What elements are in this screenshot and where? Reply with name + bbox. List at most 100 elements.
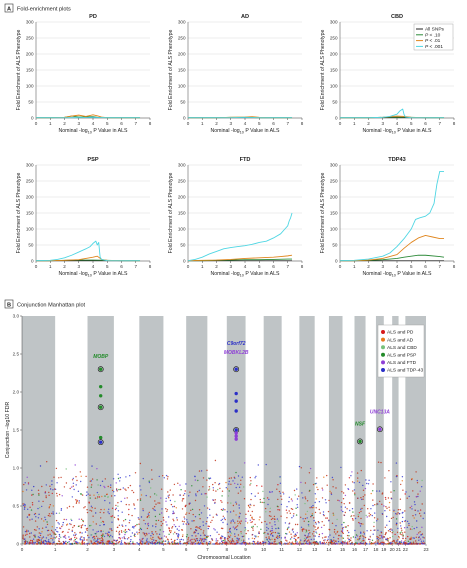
snp-point — [338, 500, 340, 502]
snp-point — [100, 517, 102, 519]
snp-point — [166, 478, 169, 480]
snp-point — [194, 539, 197, 541]
snp-point — [179, 543, 181, 545]
snp-point — [411, 525, 413, 528]
snp-point — [45, 495, 47, 497]
snp-point — [53, 476, 55, 478]
snp-point — [258, 531, 260, 533]
snp-point — [191, 538, 193, 541]
snp-point — [348, 539, 350, 541]
snp-point — [398, 541, 401, 543]
snp-point — [302, 518, 304, 520]
snp-point — [317, 527, 319, 530]
snp-point — [235, 486, 237, 489]
snp-point — [300, 516, 302, 518]
snp-point — [85, 475, 87, 478]
snp-point — [161, 508, 163, 510]
snp-point — [118, 537, 120, 539]
snp-point — [261, 501, 263, 504]
x-tick-label: 8 — [226, 547, 229, 552]
snp-point — [232, 504, 235, 507]
snp-point — [259, 516, 261, 518]
x-tick-label: 4 — [244, 264, 247, 269]
y-tick-label: 300 — [26, 163, 34, 168]
snp-point — [379, 543, 381, 545]
snp-point — [165, 536, 167, 538]
snp-point — [39, 536, 41, 539]
snp-point — [212, 516, 214, 518]
snp-point — [416, 526, 418, 529]
snp-point — [232, 510, 235, 512]
snp-point — [316, 532, 318, 534]
snp-point — [417, 495, 419, 498]
snp-point — [237, 534, 240, 536]
snp-point — [172, 518, 174, 520]
snp-point — [186, 534, 188, 536]
snp-point — [415, 471, 417, 473]
snp-point — [31, 543, 33, 545]
snp-point — [233, 476, 235, 478]
snp-point — [379, 537, 381, 539]
panel-a-letter: A — [7, 7, 11, 13]
snp-point — [333, 528, 336, 531]
snp-point — [301, 529, 303, 531]
snp-point — [200, 470, 203, 472]
snp-point — [208, 486, 211, 488]
snp-point — [108, 531, 111, 533]
snp-point — [230, 520, 232, 522]
snp-point — [358, 481, 361, 484]
snp-point — [117, 510, 120, 512]
snp-point — [208, 477, 210, 479]
snp-point — [194, 499, 197, 502]
snp-point — [229, 534, 232, 536]
snp-point — [34, 534, 36, 536]
snp-point — [191, 541, 193, 543]
snp-point — [195, 529, 197, 531]
snp-point — [89, 525, 91, 527]
snp-point — [348, 535, 350, 537]
snp-point — [58, 535, 61, 537]
snp-point — [97, 530, 100, 533]
snp-point — [360, 540, 363, 543]
snp-point — [308, 525, 310, 527]
snp-point — [154, 500, 156, 502]
snp-point — [123, 530, 125, 533]
snp-point — [385, 498, 387, 500]
snp-point — [412, 515, 414, 517]
snp-point — [253, 518, 255, 521]
snp-point — [170, 503, 173, 506]
snp-point — [276, 488, 278, 490]
snp-point — [129, 475, 131, 477]
snp-point — [206, 496, 208, 498]
snp-point — [224, 518, 226, 521]
snp-point — [151, 531, 153, 533]
snp-point — [124, 531, 127, 534]
snp-point — [106, 543, 108, 545]
snp-point — [216, 531, 218, 533]
snp-point — [58, 493, 61, 496]
snp-point — [350, 537, 352, 539]
snp-point — [278, 534, 281, 537]
snp-point — [245, 520, 247, 522]
snp-point — [344, 484, 347, 486]
snp-point — [100, 534, 103, 537]
snp-point — [338, 534, 340, 537]
snp-point — [318, 501, 321, 503]
chromosome-band — [22, 316, 56, 544]
snp-point — [244, 462, 246, 464]
snp-point — [400, 483, 402, 486]
snp-point — [400, 527, 402, 529]
snp-point — [274, 531, 277, 534]
legend-entry: ALS and CBD — [387, 345, 417, 351]
snp-point — [422, 536, 424, 538]
snp-point — [49, 533, 51, 535]
snp-point — [340, 466, 342, 469]
snp-point — [386, 538, 388, 541]
snp-point — [129, 540, 132, 543]
snp-point — [60, 509, 62, 511]
snp-point — [358, 512, 361, 514]
snp-point — [168, 516, 170, 518]
snp-point — [198, 470, 201, 472]
snp-point — [293, 535, 295, 537]
